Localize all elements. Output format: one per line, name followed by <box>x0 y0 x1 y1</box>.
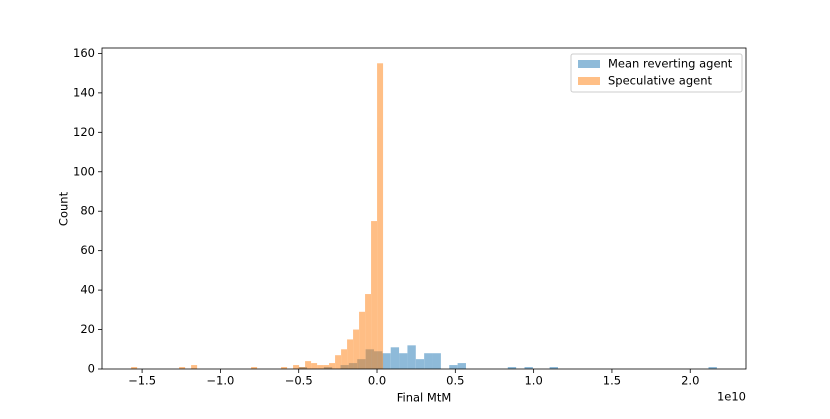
legend: Mean reverting agent Speculative agent <box>570 53 743 93</box>
hist-bar <box>347 339 354 369</box>
hist-bar <box>311 363 318 369</box>
series <box>131 63 384 370</box>
x-tick-label: −0.5 <box>285 374 313 388</box>
x-tick-label: 1.0 <box>524 374 542 388</box>
x-tick-label: 0.0 <box>368 374 386 388</box>
y-tick-label: 120 <box>73 125 95 139</box>
hist-bar <box>407 345 416 369</box>
x-tick-label: −1.0 <box>206 374 234 388</box>
hist-bar <box>281 367 288 369</box>
y-tick-label: 40 <box>80 283 95 297</box>
hist-bar <box>329 363 336 369</box>
hist-bar <box>305 361 312 369</box>
legend-label: Speculative agent <box>608 74 712 88</box>
y-tick-label: 160 <box>73 46 95 60</box>
legend-label: Mean reverting agent <box>608 57 733 71</box>
hist-bar <box>424 353 433 369</box>
hist-bar <box>524 367 533 369</box>
y-tick-label: 60 <box>80 243 95 257</box>
y-axis-label: Count <box>57 191 71 226</box>
plot-frame <box>101 47 747 370</box>
hist-bar <box>549 367 558 369</box>
x-tick-label: 2.0 <box>681 374 699 388</box>
hist-bar <box>323 365 330 369</box>
hist-bar <box>377 63 384 370</box>
x-tick-label: 0.5 <box>446 374 464 388</box>
hist-bar <box>371 221 378 369</box>
hist-bar <box>179 367 186 369</box>
hist-bar <box>457 363 466 369</box>
hist-bar <box>359 311 366 369</box>
hist-bar <box>293 365 300 369</box>
x-offset-text: 1e10 <box>717 390 746 404</box>
hist-bar <box>131 367 138 369</box>
hist-bar <box>399 353 408 369</box>
x-tick-label: 1.5 <box>603 374 621 388</box>
hist-bar <box>341 349 348 369</box>
hist-bar <box>382 353 391 369</box>
hist-bar <box>365 294 372 369</box>
hist-bar <box>191 365 198 369</box>
hist-bar <box>432 353 441 369</box>
legend-frame <box>570 53 743 93</box>
hist-bar <box>335 355 342 369</box>
hist-bar <box>415 359 425 369</box>
y-tick-label: 20 <box>80 322 95 336</box>
hist-bar <box>507 367 517 369</box>
hist-bar <box>390 347 400 369</box>
hist-bar <box>449 365 458 369</box>
hist-bar <box>251 367 258 369</box>
y-tick-label: 100 <box>73 164 95 178</box>
hist-bar <box>317 365 324 369</box>
hist-bar <box>299 367 306 369</box>
x-axis-label: Final MtM <box>397 391 452 405</box>
y-tick-label: 140 <box>73 85 95 99</box>
legend-swatch <box>578 60 600 68</box>
hist-bar <box>353 329 360 369</box>
y-tick-label: 0 <box>88 362 95 376</box>
legend-swatch <box>578 77 600 85</box>
x-tick-label: −1.5 <box>128 374 156 388</box>
hist-bar <box>708 367 717 369</box>
y-tick-label: 80 <box>80 204 95 218</box>
